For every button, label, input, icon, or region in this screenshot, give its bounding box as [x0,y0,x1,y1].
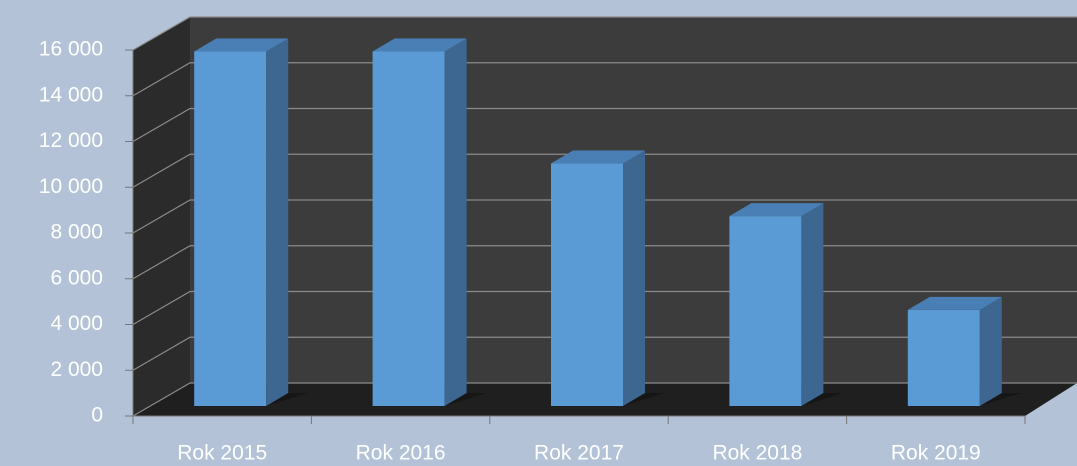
x-tick-label: Rok 2015 [177,442,267,465]
bar [907,309,980,406]
grid-line [132,107,1077,143]
grid-line [132,153,1077,188]
y-tick-label: 8 000 [50,221,103,244]
bar-top [907,296,1002,310]
x-tick-label: Rok 2019 [891,442,981,465]
x-tick-label: Rok 2018 [712,442,802,465]
y-tick-label: 2 000 [50,358,103,381]
bar [194,51,267,406]
y-tick-label: 12 000 [39,129,103,152]
grid-line [132,199,1077,234]
bar-side [623,150,645,406]
y-tick-label: 4 000 [50,312,103,335]
x-tick-label: Rok 2017 [534,442,624,465]
bar [372,51,445,406]
bar-side [266,38,289,406]
y-tick-label: 0 [91,404,103,427]
grid-line [132,16,1077,51]
bar [551,163,623,406]
bar-top [194,38,289,52]
bar-top [551,150,645,164]
y-tick-label: 16 000 [39,38,103,61]
bar-side [444,38,467,406]
bar-top [372,38,467,52]
x-tick-label: Rok 2016 [356,442,446,465]
bar [729,216,802,406]
y-tick-label: 14 000 [39,83,103,106]
bar-side [801,203,824,406]
bar-side [979,296,1002,406]
grid-line [132,62,1077,97]
y-tick-label: 6 000 [50,266,103,289]
y-tick-label: 10 000 [39,175,103,198]
bar-top [729,203,824,217]
